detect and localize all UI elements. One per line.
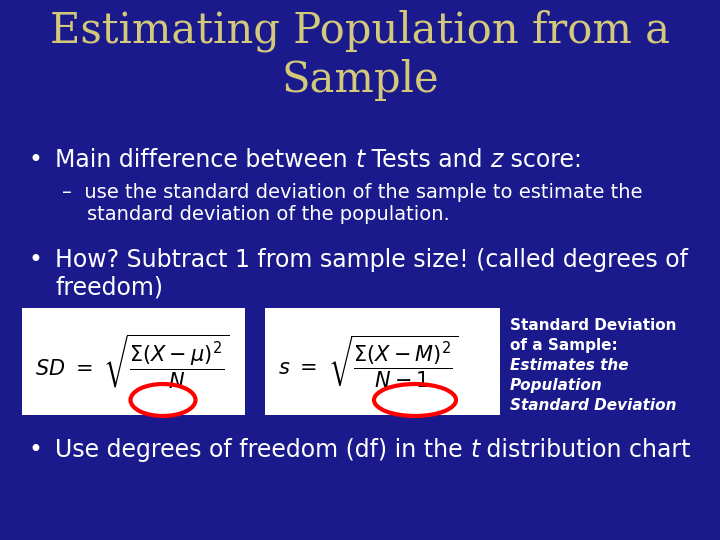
Text: t: t <box>470 438 480 462</box>
Bar <box>265 308 500 415</box>
Text: t: t <box>355 148 364 172</box>
Text: –  use the standard deviation of the sample to estimate the
    standard deviati: – use the standard deviation of the samp… <box>62 183 642 224</box>
Text: score:: score: <box>503 148 582 172</box>
Text: $s\ =\ \sqrt{\dfrac{\Sigma(X-M)^2}{N-1}}$: $s\ =\ \sqrt{\dfrac{\Sigma(X-M)^2}{N-1}}… <box>278 334 458 390</box>
Text: •: • <box>28 248 42 272</box>
Text: •: • <box>28 148 42 172</box>
Text: Main difference between: Main difference between <box>55 148 355 172</box>
Text: Tests and: Tests and <box>364 148 490 172</box>
Text: How? Subtract 1 from sample size! (called degrees of
freedom): How? Subtract 1 from sample size! (calle… <box>55 248 688 300</box>
Text: Use degrees of freedom (df) in the: Use degrees of freedom (df) in the <box>55 438 470 462</box>
Text: Estimates the
Population
Standard Deviation: Estimates the Population Standard Deviat… <box>510 358 677 413</box>
Text: •: • <box>28 438 42 462</box>
Text: distribution chart: distribution chart <box>480 438 691 462</box>
Text: $SD\ =\ \sqrt{\dfrac{\Sigma(X-\mu)^2}{N}}$: $SD\ =\ \sqrt{\dfrac{\Sigma(X-\mu)^2}{N}… <box>35 333 229 392</box>
Bar <box>22 308 245 415</box>
Text: z: z <box>490 148 503 172</box>
Text: Standard Deviation
of a Sample:: Standard Deviation of a Sample: <box>510 318 677 353</box>
Text: Estimating Population from a
Sample: Estimating Population from a Sample <box>50 10 670 101</box>
